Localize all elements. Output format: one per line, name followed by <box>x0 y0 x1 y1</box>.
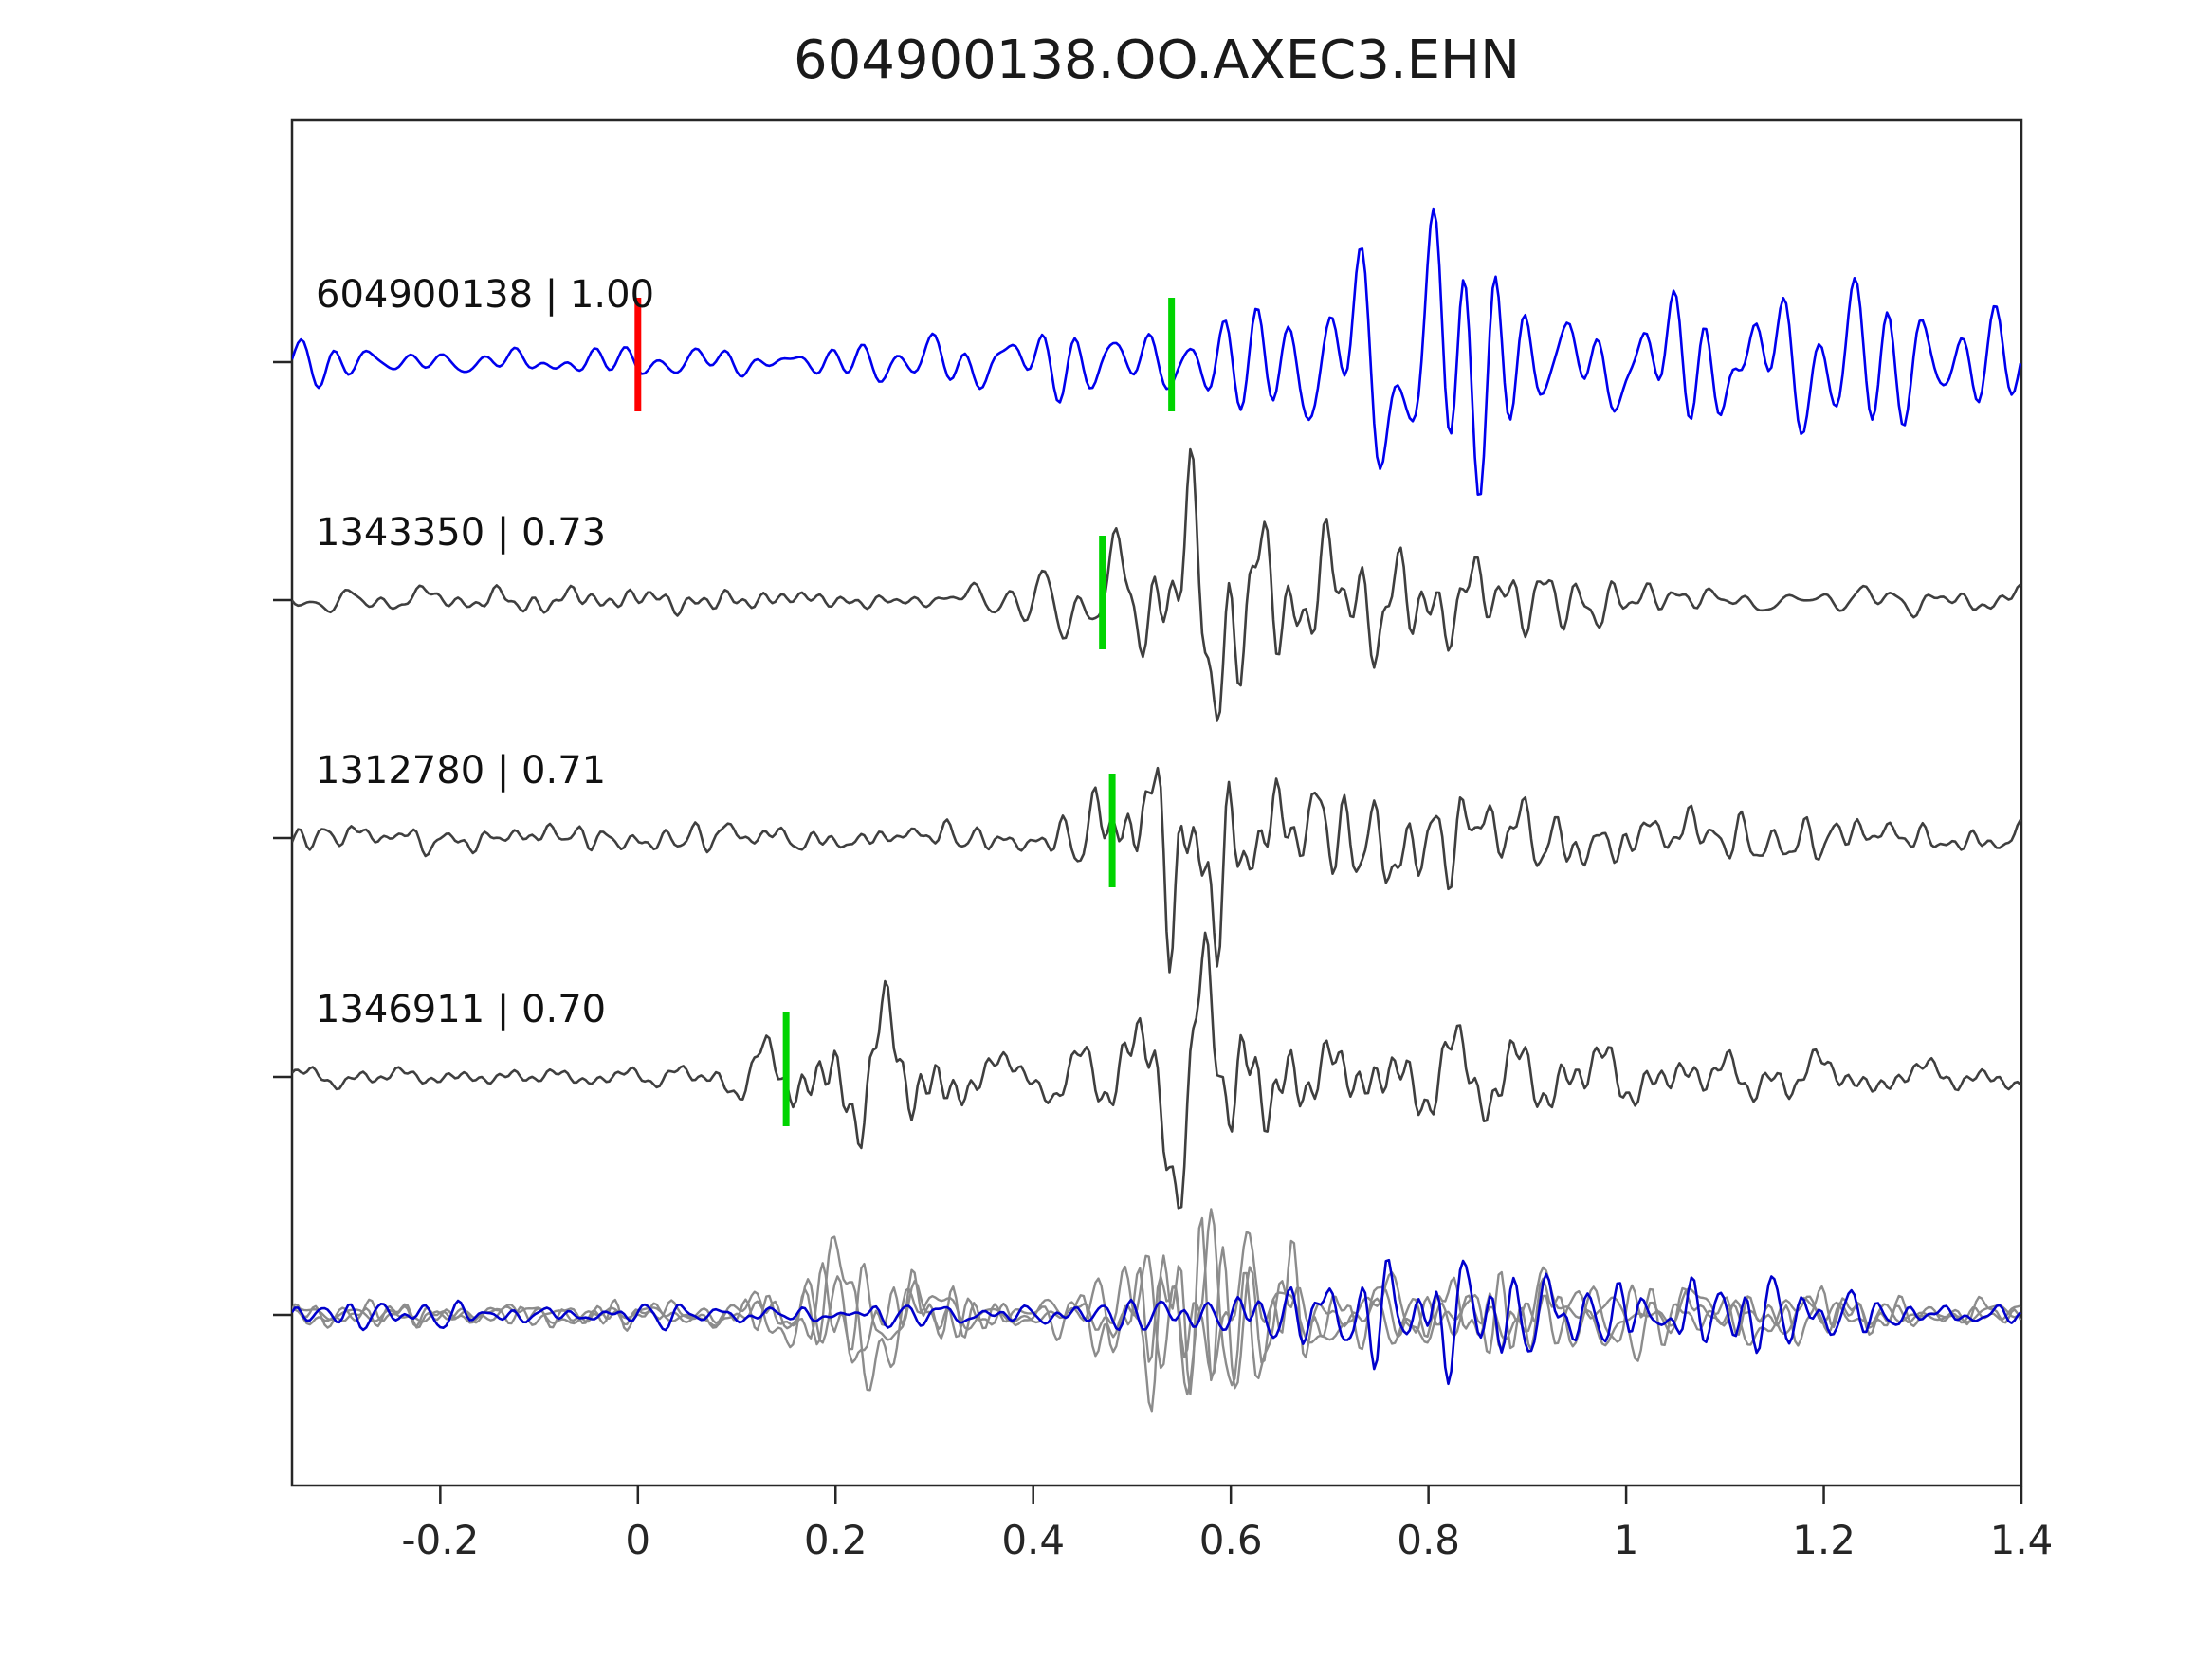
x-tick-label: 0.6 <box>1199 1517 1263 1563</box>
waveform-traces <box>292 207 2021 1413</box>
x-tick-label: 1.4 <box>1990 1517 2054 1563</box>
waveform-trace-1312780 <box>292 766 2021 974</box>
x-tick-label: 0 <box>625 1517 650 1563</box>
x-tick-label: -0.2 <box>401 1517 479 1563</box>
x-tick-label: 0.2 <box>804 1517 868 1563</box>
waveform-trace-1346911 <box>292 931 2021 1210</box>
x-axis-ticks: -0.2 0 0.2 0.4 0.6 0.8 1 1.2 1.4 <box>401 1486 2053 1563</box>
overlay-trace-overlay-blue <box>292 1258 2021 1386</box>
plot-border <box>290 118 2023 1487</box>
trace-labels: 604900138 | 1.00 1343350 | 0.73 1312780 | … <box>316 273 654 1031</box>
pick-markers <box>634 298 1176 1126</box>
x-tick-label: 1.2 <box>1792 1517 1856 1563</box>
x-tick-label: 0.4 <box>1001 1517 1065 1563</box>
chart-title: 604900138.OO.AXEC3.EHN <box>794 29 1520 91</box>
y-axis-ticks <box>273 360 292 1317</box>
trace-label-1343350: 1343350 | 0.73 <box>316 511 606 555</box>
waveform-trace-1343350 <box>292 447 2021 722</box>
waveform-trace-604900138 <box>292 207 2021 496</box>
x-tick-label: 0.8 <box>1397 1517 1460 1563</box>
overlay-trace-overlay-gray-3 <box>292 1216 2021 1413</box>
trace-label-604900138: 604900138 | 1.00 <box>316 273 654 317</box>
trace-label-1312780: 1312780 | 0.71 <box>316 749 606 793</box>
trace-label-1346911: 1346911 | 0.70 <box>316 988 606 1031</box>
x-tick-label: 1 <box>1614 1517 1639 1563</box>
